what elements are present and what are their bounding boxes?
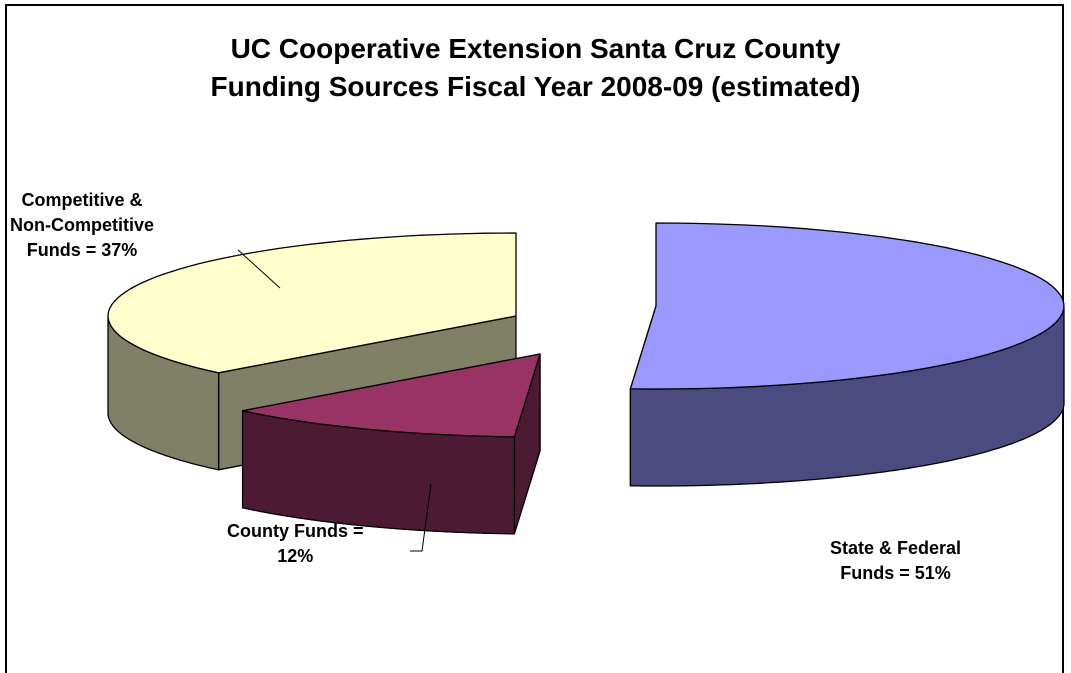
chart-title-line-1: UC Cooperative Extension Santa Cruz Coun… — [230, 33, 841, 64]
leader-line-competitive — [237, 249, 281, 289]
chart-title: UC Cooperative Extension Santa Cruz Coun… — [0, 30, 1071, 106]
slice-label-state-federal: State & Federal Funds = 51% — [830, 536, 961, 586]
slice-label-state-federal-line-1: State & Federal — [830, 538, 962, 558]
slice-label-competitive: Competitive & Non-Competitive Funds = 37… — [10, 188, 154, 263]
slice-label-county: County Funds = 12% — [227, 519, 364, 569]
slice-label-competitive-line-3: Funds = 37% — [26, 240, 138, 260]
slice-state-federal-top — [629, 222, 1065, 390]
leader-lines — [237, 249, 432, 552]
slice-label-state-federal-line-2: Funds = 51% — [840, 563, 951, 583]
slice-county — [241, 353, 541, 535]
slice-label-competitive-line-2: Non-Competitive — [10, 215, 154, 235]
pie-slices — [107, 222, 1065, 535]
slice-state-federal — [629, 222, 1065, 487]
slice-label-county-line-1: County Funds = — [227, 521, 364, 541]
slice-label-county-line-2: 12% — [277, 546, 314, 566]
chart-title-line-2: Funding Sources Fiscal Year 2008-09 (est… — [210, 71, 861, 102]
leader-line-county — [410, 483, 432, 552]
slice-county-top — [241, 353, 541, 438]
slice-competitive-top — [107, 232, 517, 374]
slice-label-competitive-line-1: Competitive & — [21, 190, 143, 210]
